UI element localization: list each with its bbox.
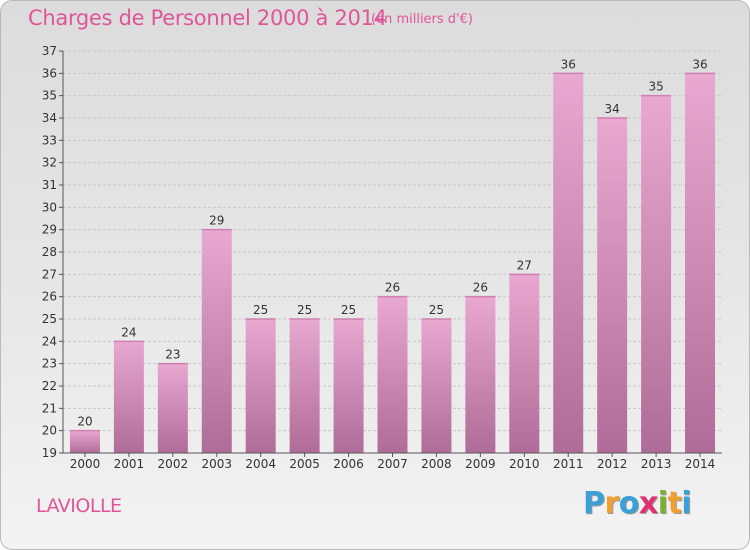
bar-2007 — [377, 296, 408, 453]
x-tick-label-2012: 2012 — [597, 457, 628, 471]
y-tick-label: 26 — [42, 290, 57, 304]
value-label-2004: 25 — [253, 303, 268, 317]
value-label-2003: 29 — [209, 214, 224, 228]
logo-letter: P — [583, 486, 605, 521]
x-tick-label-2005: 2005 — [289, 457, 320, 471]
x-tick-label-2000: 2000 — [70, 457, 101, 471]
y-tick-label: 22 — [42, 379, 57, 393]
x-tick-label-2009: 2009 — [465, 457, 496, 471]
bar-2001 — [113, 341, 144, 453]
value-label-2014: 36 — [692, 57, 707, 71]
value-label-2010: 27 — [517, 258, 532, 272]
x-tick-label-2011: 2011 — [553, 457, 584, 471]
value-label-2001: 24 — [121, 325, 136, 339]
y-tick-label: 23 — [42, 357, 57, 371]
commune-name: LAVIOLLE — [36, 495, 122, 517]
bar-2008 — [421, 319, 452, 453]
x-tick-label-2006: 2006 — [333, 457, 364, 471]
logo-letter: r — [604, 486, 620, 521]
y-tick-label: 29 — [42, 223, 57, 237]
chart-subtitle: (en milliers d'€) — [371, 12, 473, 27]
x-tick-label-2008: 2008 — [421, 457, 452, 471]
y-tick-label: 30 — [42, 200, 57, 214]
x-tick-label-2002: 2002 — [158, 457, 189, 471]
logo-letter: i — [681, 486, 692, 521]
value-label-2008: 25 — [429, 303, 444, 317]
bar-2010 — [509, 274, 540, 453]
y-tick-label: 27 — [42, 267, 57, 281]
y-tick-label: 33 — [42, 133, 57, 147]
bar-2006 — [333, 319, 364, 453]
bar-2005 — [289, 319, 320, 453]
y-tick-label: 35 — [42, 89, 57, 103]
y-tick-label: 37 — [42, 44, 57, 58]
x-tick-label-2001: 2001 — [114, 457, 145, 471]
bar-2009 — [465, 296, 496, 453]
bar-2011 — [553, 73, 584, 453]
y-tick-label: 28 — [42, 245, 57, 259]
bar-2003 — [201, 229, 232, 453]
y-tick-label: 25 — [42, 312, 57, 326]
x-tick-label-2004: 2004 — [245, 457, 276, 471]
bar-2013 — [641, 95, 672, 454]
value-label-2013: 35 — [648, 80, 663, 94]
y-tick-label: 21 — [42, 401, 57, 415]
bar-2014 — [685, 73, 716, 453]
logo-letter: x — [638, 486, 658, 521]
value-label-2007: 26 — [385, 281, 400, 295]
value-label-2011: 36 — [561, 57, 576, 71]
bar-2012 — [597, 118, 628, 453]
y-tick-label: 32 — [42, 156, 57, 170]
chart-title: Charges de Personnel 2000 à 2014 — [28, 6, 387, 30]
value-label-2006: 25 — [341, 303, 356, 317]
y-tick-label: 24 — [42, 334, 57, 348]
y-tick-label: 36 — [42, 66, 57, 80]
proxiti-logo: Proxiti — [583, 486, 692, 521]
x-tick-label-2010: 2010 — [509, 457, 540, 471]
bar-2004 — [245, 319, 276, 453]
logo-letter: t — [667, 486, 682, 521]
value-label-2000: 20 — [77, 415, 92, 429]
y-tick-label: 19 — [42, 446, 57, 460]
value-label-2012: 34 — [605, 102, 620, 116]
x-tick-label-2013: 2013 — [641, 457, 672, 471]
y-tick-label: 20 — [42, 424, 57, 438]
x-tick-label-2014: 2014 — [685, 457, 716, 471]
value-label-2002: 23 — [165, 348, 180, 362]
x-tick-label-2007: 2007 — [377, 457, 408, 471]
bar-2000 — [69, 430, 100, 453]
bar-2002 — [157, 363, 188, 453]
logo-letter: i — [657, 486, 668, 521]
logo-letter: o — [618, 486, 640, 521]
y-tick-label: 34 — [42, 111, 57, 125]
y-tick-label: 31 — [42, 178, 57, 192]
x-tick-label-2003: 2003 — [201, 457, 232, 471]
value-label-2005: 25 — [297, 303, 312, 317]
value-label-2009: 26 — [473, 281, 488, 295]
